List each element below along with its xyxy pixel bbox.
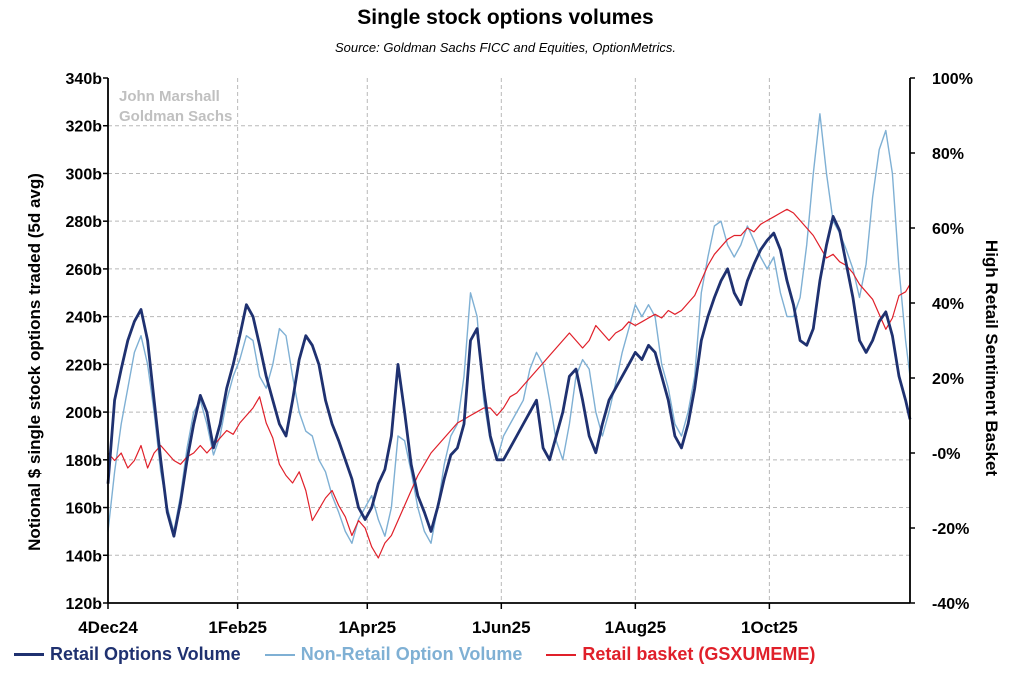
y2-tick-label: 80%: [932, 146, 964, 163]
gridlines: [108, 78, 910, 603]
y-tick-label: 200b: [66, 405, 103, 422]
legend-label-basket: Retail basket (GSXUMEME): [582, 644, 816, 664]
x-tick-label: 1Jun25: [472, 618, 531, 637]
line-chart: 120b 140b 160b 180b 200b 220b 240b 260b 280b 300b…: [25, 71, 1001, 637]
legend-swatch-basket: [546, 653, 577, 656]
x-tick-label: 4Dec24: [78, 618, 138, 637]
x-tick-label: 1Apr25: [338, 618, 396, 637]
chart-title: Single stock options volumes: [357, 6, 654, 29]
y2-axis-label: High Retail Sentiment Basket: [982, 240, 1001, 477]
legend-item-basket: Retail basket (GSXUMEME): [546, 644, 815, 665]
watermark-line: John Marshall: [119, 88, 220, 105]
y-tick-label: 120b: [66, 596, 103, 613]
chart-subtitle: Source: Goldman Sachs FICC and Equities,…: [334, 40, 677, 55]
legend: Retail Options Volume Non-Retail Option …: [14, 644, 1004, 665]
series-lines: [106, 113, 912, 559]
series-line-basket: [107, 208, 911, 559]
series-line-non-retail: [107, 113, 911, 544]
y-tick-label: 280b: [66, 214, 103, 231]
y-tick-label: 260b: [66, 262, 103, 279]
y-tick-label: 140b: [66, 548, 103, 565]
y-tick-label: 160b: [66, 501, 103, 518]
y-tick-label: 220b: [66, 357, 103, 374]
legend-label-non-retail: Non-Retail Option Volume: [300, 644, 523, 664]
x-tick-label: 1Aug25: [605, 618, 666, 637]
legend-label-retail: Retail Options Volume: [50, 644, 241, 664]
y-tick-label: 300b: [66, 166, 103, 183]
x-tick-label: 1Feb25: [208, 618, 267, 637]
y2-tick-label: 20%: [932, 371, 964, 388]
y2-tick-label: -20%: [932, 521, 969, 538]
y2-tick-label: -40%: [932, 596, 969, 613]
axes: 120b 140b 160b 180b 200b 220b 240b 260b 280b 300b…: [66, 71, 973, 637]
y2-tick-label: -0%: [932, 446, 960, 463]
y-tick-label: 240b: [66, 310, 103, 327]
x-tick-label: 1Oct25: [741, 618, 798, 637]
y2-tick-label: 60%: [932, 221, 964, 238]
series-line-retail: [106, 214, 912, 538]
y-tick-label: 180b: [66, 453, 103, 470]
legend-swatch-non-retail: [264, 653, 295, 656]
y-tick-label: 340b: [66, 71, 103, 88]
watermark: John Marshall Goldman Sachs: [119, 88, 232, 125]
legend-swatch-retail: [14, 653, 44, 656]
y2-tick-label: 40%: [932, 296, 964, 313]
legend-item-retail: Retail Options Volume: [14, 644, 241, 665]
watermark-line: Goldman Sachs: [119, 108, 232, 125]
y2-tick-label: 100%: [932, 71, 973, 88]
y-axis-label: Notional $ single stock options traded (…: [25, 173, 44, 551]
y-tick-label: 320b: [66, 119, 103, 136]
legend-item-non-retail: Non-Retail Option Volume: [264, 644, 523, 665]
